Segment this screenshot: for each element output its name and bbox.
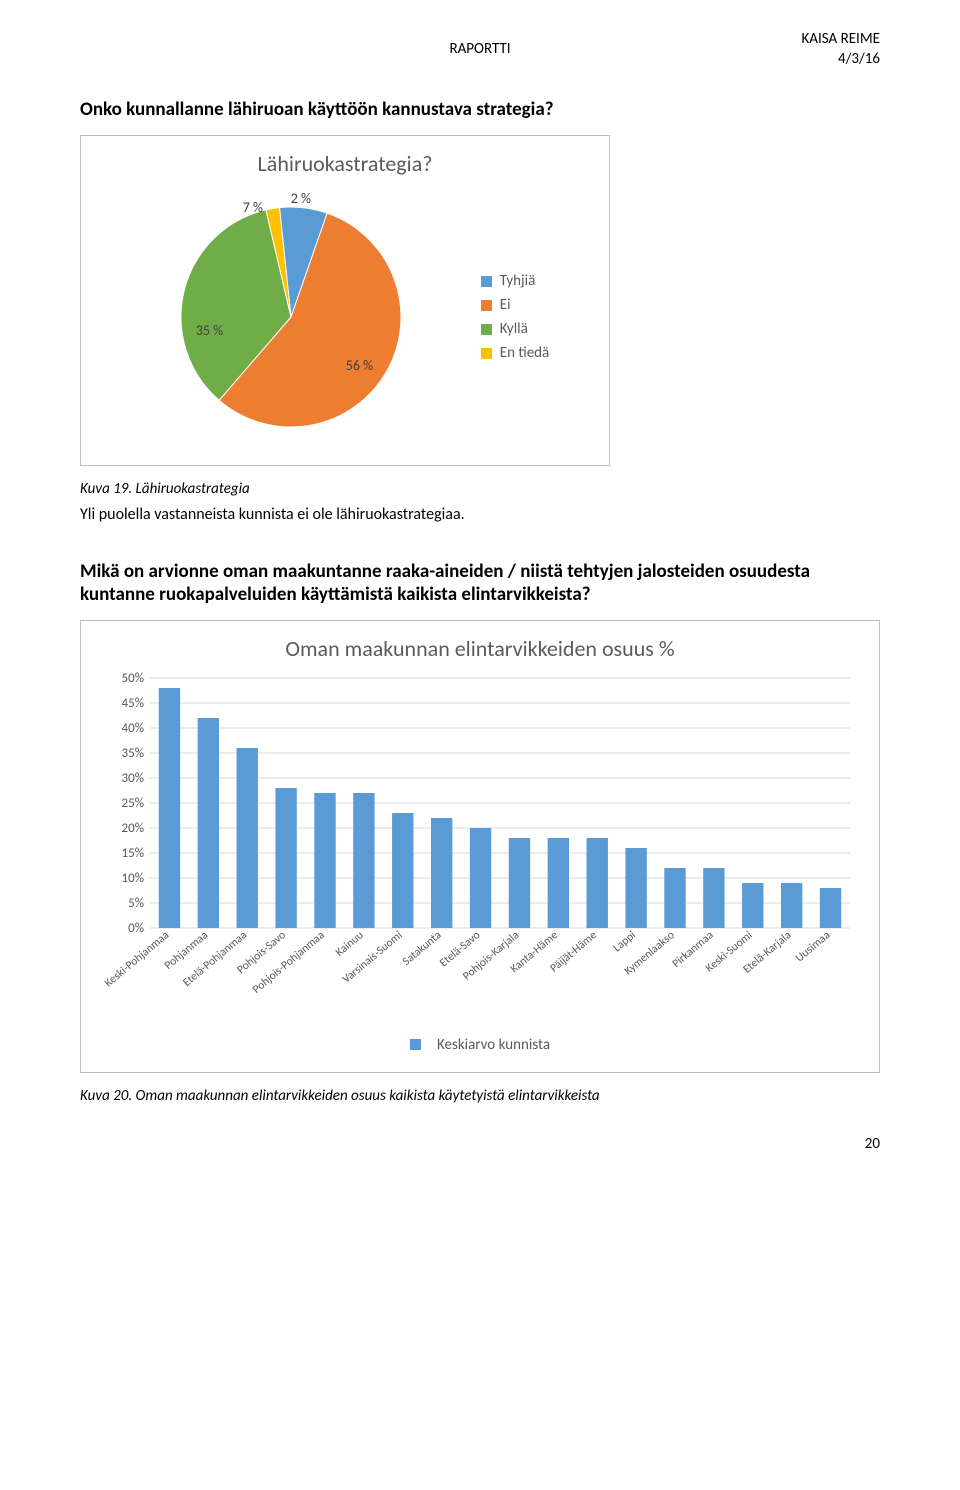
bar <box>159 688 180 928</box>
pie-slice-label: 2 % <box>291 190 311 207</box>
legend-swatch <box>481 324 492 335</box>
legend-swatch <box>481 300 492 311</box>
y-tick-label: 20% <box>122 821 144 836</box>
pie-legend: Tyhjiä Ei Kyllä En tiedä <box>481 266 549 368</box>
bar <box>548 838 569 928</box>
y-tick-label: 50% <box>122 671 144 686</box>
bar <box>314 793 335 928</box>
x-tick-label: Lappi <box>610 928 638 955</box>
legend-swatch <box>481 276 492 287</box>
bar <box>198 718 219 928</box>
bar-title: Oman maakunnan elintarvikkeiden osuus % <box>97 635 863 662</box>
question-2: Mikä on arvionne oman maakuntanne raaka-… <box>80 560 880 606</box>
bar <box>781 883 802 928</box>
y-tick-label: 40% <box>122 721 144 736</box>
bar <box>353 793 374 928</box>
legend-label: Tyhjiä <box>500 272 536 290</box>
legend-label: En tiedä <box>500 344 549 362</box>
bar <box>587 838 608 928</box>
pie-slice-label: 7 % <box>243 199 263 216</box>
pie-chart-box: Lähiruokastrategia? 7 % 56 % 35 % 2 % Tyhji… <box>80 135 610 466</box>
legend-item: En tiedä <box>481 344 549 362</box>
caption-2: Kuva 20. Oman maakunnan elintarvikkeiden… <box>80 1087 880 1105</box>
caption-1: Kuva 19. Lähiruokastrategia <box>80 480 880 498</box>
legend-label: Kyllä <box>500 320 528 338</box>
y-tick-label: 30% <box>122 771 144 786</box>
question-1: Onko kunnallanne lähiruoan käyttöön kann… <box>80 98 880 121</box>
header-center: RAPORTTI <box>80 40 880 58</box>
x-tick-label: Kainuu <box>333 928 367 959</box>
x-tick-label: Keski-Pohjanmaa <box>102 928 172 990</box>
header-author: KAISA REIME <box>801 30 880 50</box>
y-tick-label: 45% <box>122 696 144 711</box>
x-tick-label: Satakunta <box>400 928 444 968</box>
pie-labels: 7 % 56 % 35 % 2 % <box>141 187 441 447</box>
y-tick-label: 5% <box>128 896 144 911</box>
legend-label: Ei <box>500 296 511 314</box>
x-tick-label: Pohjois-Pohjanmaa <box>250 928 328 996</box>
bar <box>237 748 258 928</box>
bar <box>742 883 763 928</box>
header-date: 4/3/16 <box>801 50 880 70</box>
legend-item: Ei <box>481 296 549 314</box>
pie-title: Lähiruokastrategia? <box>97 150 593 177</box>
y-tick-label: 35% <box>122 746 144 761</box>
body-1: Yli puolella vastanneista kunnista ei ol… <box>80 504 880 526</box>
bar <box>275 788 296 928</box>
y-tick-label: 25% <box>122 796 144 811</box>
x-tick-label: Uusimaa <box>793 928 833 965</box>
page-number: 20 <box>80 1135 880 1153</box>
bar <box>820 888 841 928</box>
legend-item: Kyllä <box>481 320 549 338</box>
bar <box>703 868 724 928</box>
bar-chart-box: Oman maakunnan elintarvikkeiden osuus % … <box>80 620 880 1073</box>
bar <box>509 838 530 928</box>
bar <box>664 868 685 928</box>
bar-legend-swatch <box>410 1039 421 1050</box>
bar <box>431 818 452 928</box>
pie-slice-label: 56 % <box>346 357 373 374</box>
y-tick-label: 0% <box>128 921 144 936</box>
header-right: KAISA REIME 4/3/16 <box>801 30 880 69</box>
legend-item: Tyhjiä <box>481 272 549 290</box>
y-tick-label: 15% <box>122 846 144 861</box>
bar <box>392 813 413 928</box>
bar-legend: Keskiarvo kunnista <box>97 1036 863 1054</box>
y-tick-label: 10% <box>122 871 144 886</box>
bar <box>470 828 491 928</box>
pie-slice-label: 35 % <box>196 322 223 339</box>
bar <box>625 848 646 928</box>
bar-svg: 0% 5% 10% 15% 20% 25% 30% 35% 40% 45% 50% Keski-Poh… <box>97 668 863 1028</box>
bar-legend-label: Keskiarvo kunnista <box>437 1036 550 1054</box>
legend-swatch <box>481 348 492 359</box>
